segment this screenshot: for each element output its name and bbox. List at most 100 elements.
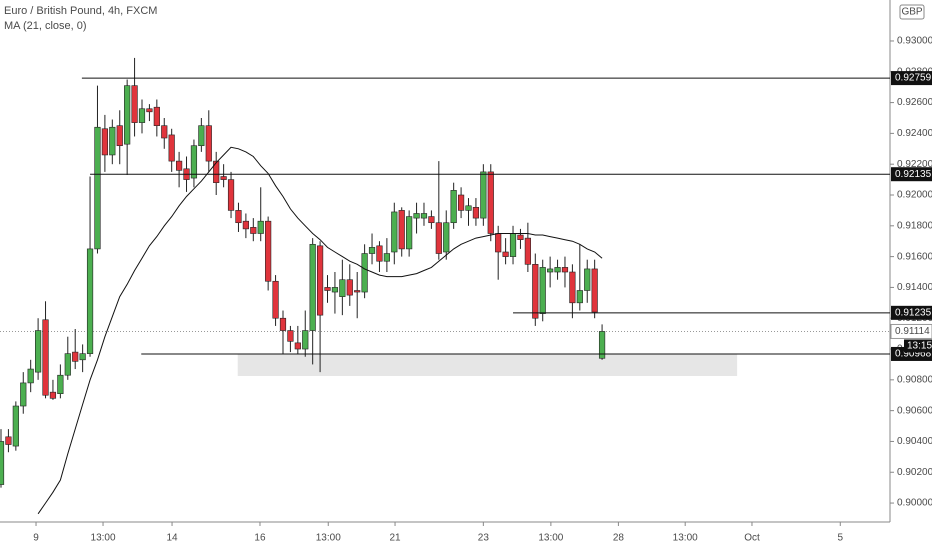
indicator-label: MA (21, close, 0)	[4, 20, 87, 32]
candle-body	[86, 248, 94, 354]
level-label: 0.92759	[895, 73, 932, 84]
candle-body	[116, 125, 123, 147]
candle-body	[101, 128, 108, 156]
support-zone	[237, 353, 738, 376]
current-price-label: 0.91114	[895, 326, 930, 337]
candle-body	[517, 234, 524, 240]
candle-body	[413, 213, 420, 219]
candle-body	[124, 85, 131, 145]
candle-body	[279, 317, 287, 331]
x-tick-label: Oct	[744, 533, 760, 544]
candle-body	[131, 85, 138, 123]
y-tick-label: 0.91400	[897, 282, 932, 293]
candle-body	[64, 353, 71, 376]
x-tick-label: 13:00	[673, 533, 698, 544]
candle-body	[598, 331, 606, 359]
candle-body	[324, 287, 331, 291]
candle-body	[376, 245, 383, 262]
x-tick-label: 21	[389, 533, 401, 544]
candle-body	[465, 205, 472, 211]
y-tick-label: 0.92400	[897, 128, 932, 139]
current-price-box	[890, 323, 932, 339]
candle-body	[480, 171, 487, 219]
candle-body	[354, 290, 361, 293]
candle-body	[72, 351, 79, 362]
candle-body	[35, 330, 42, 373]
candle-body	[428, 216, 435, 224]
moving-average	[37, 146, 603, 515]
candle-body	[346, 279, 353, 296]
candle-body	[554, 267, 561, 273]
candle-body	[20, 382, 27, 407]
y-tick-label: 0.90200	[897, 467, 932, 478]
candle-body	[509, 233, 517, 257]
candle-body	[302, 330, 309, 350]
candle-body	[368, 247, 376, 254]
y-tick-label: 0.91600	[897, 251, 932, 262]
candle-body	[495, 233, 502, 253]
candle-body	[235, 210, 242, 224]
level-label: 0.92135	[895, 169, 932, 180]
candle-body	[420, 213, 428, 219]
candle-body	[561, 267, 569, 273]
candle-body	[12, 405, 19, 447]
x-tick-label: 9	[33, 533, 39, 544]
x-tick-label: 13:00	[91, 533, 116, 544]
currency-label: GBP	[901, 7, 922, 18]
candle-body	[435, 222, 442, 254]
candle-body	[109, 126, 116, 156]
y-tick-label: 0.90000	[897, 498, 932, 509]
candle-body	[584, 268, 591, 291]
x-tick-label: 16	[254, 533, 266, 544]
x-tick-label: 28	[613, 533, 625, 544]
candle-body	[569, 271, 576, 304]
x-tick-label: 14	[166, 533, 178, 544]
x-tick-label: 13:00	[316, 533, 341, 544]
candle-body	[153, 106, 160, 126]
candle-body	[138, 108, 146, 123]
candle-body	[250, 227, 257, 234]
candle-body	[457, 194, 465, 211]
y-tick-label: 0.92200	[897, 159, 932, 170]
y-tick-label: 0.90400	[897, 436, 932, 447]
candle-body	[309, 243, 316, 331]
candle-body	[532, 264, 539, 319]
candle-body	[472, 207, 480, 219]
candle-body	[49, 391, 57, 399]
candle-body	[331, 287, 339, 293]
candle-body	[450, 190, 457, 224]
candle-body	[198, 125, 205, 147]
y-tick-label: 0.90800	[897, 374, 932, 385]
candle-body	[443, 222, 450, 253]
candle-body	[146, 108, 153, 113]
candle-body	[502, 251, 509, 257]
candle-body	[190, 145, 198, 179]
candle-body	[213, 160, 220, 183]
level-label-box	[891, 167, 932, 182]
candle-body	[576, 290, 583, 304]
candle-body	[257, 220, 264, 234]
candle-body	[524, 237, 531, 265]
candle-body	[391, 211, 398, 253]
candle-body	[272, 280, 279, 319]
candle-body	[94, 126, 101, 250]
candle-body	[398, 210, 405, 250]
candle-body	[57, 374, 64, 394]
y-tick-label: 0.91800	[897, 220, 932, 231]
y-tick-label: 0.92000	[897, 190, 932, 201]
candle-body	[294, 342, 301, 350]
candle-body	[5, 436, 12, 445]
candle-body	[0, 441, 5, 485]
candle-body	[287, 330, 294, 342]
candle-body	[591, 268, 598, 313]
y-tick-label: 0.93000	[897, 36, 932, 47]
currency-box	[899, 4, 925, 20]
x-tick-label: 5	[838, 533, 844, 544]
candle-body	[175, 160, 183, 171]
level-label-box	[891, 71, 932, 86]
candle-body	[220, 176, 227, 180]
candle-body	[361, 253, 368, 293]
candle-body	[227, 179, 235, 211]
